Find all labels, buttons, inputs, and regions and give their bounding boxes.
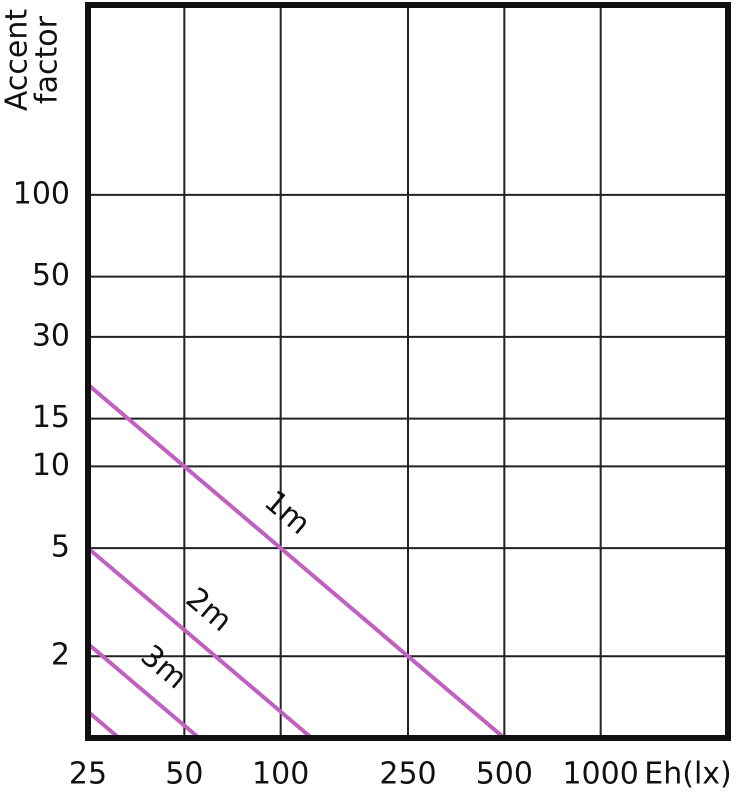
x-tick-label: 25 bbox=[69, 757, 107, 792]
plot-frame bbox=[85, 2, 731, 741]
series-line bbox=[88, 546, 313, 738]
x-tick-label: 100 bbox=[252, 757, 309, 792]
x-axis-label: Eh(lx) bbox=[644, 757, 731, 792]
y-axis-label: Accent bbox=[0, 9, 35, 111]
y-axis-label: factor bbox=[30, 15, 65, 104]
y-tick-label: 2 bbox=[51, 638, 70, 673]
line-label: 1m bbox=[257, 484, 316, 542]
series-line bbox=[88, 642, 201, 738]
y-tick-label: 30 bbox=[32, 318, 70, 353]
y-tick-label: 15 bbox=[32, 400, 70, 435]
y-tick-label: 100 bbox=[13, 176, 70, 211]
series-line bbox=[88, 710, 121, 738]
x-tick-label: 500 bbox=[476, 757, 533, 792]
y-tick-label: 50 bbox=[32, 258, 70, 293]
x-tick-label: 250 bbox=[379, 757, 436, 792]
series-line bbox=[88, 383, 506, 738]
line-label: 2m bbox=[179, 581, 238, 639]
y-tick-label: 5 bbox=[51, 530, 70, 565]
y-tick-label: 10 bbox=[32, 448, 70, 483]
x-tick-label: 50 bbox=[165, 757, 203, 792]
x-tick-label: 1000 bbox=[562, 757, 638, 792]
